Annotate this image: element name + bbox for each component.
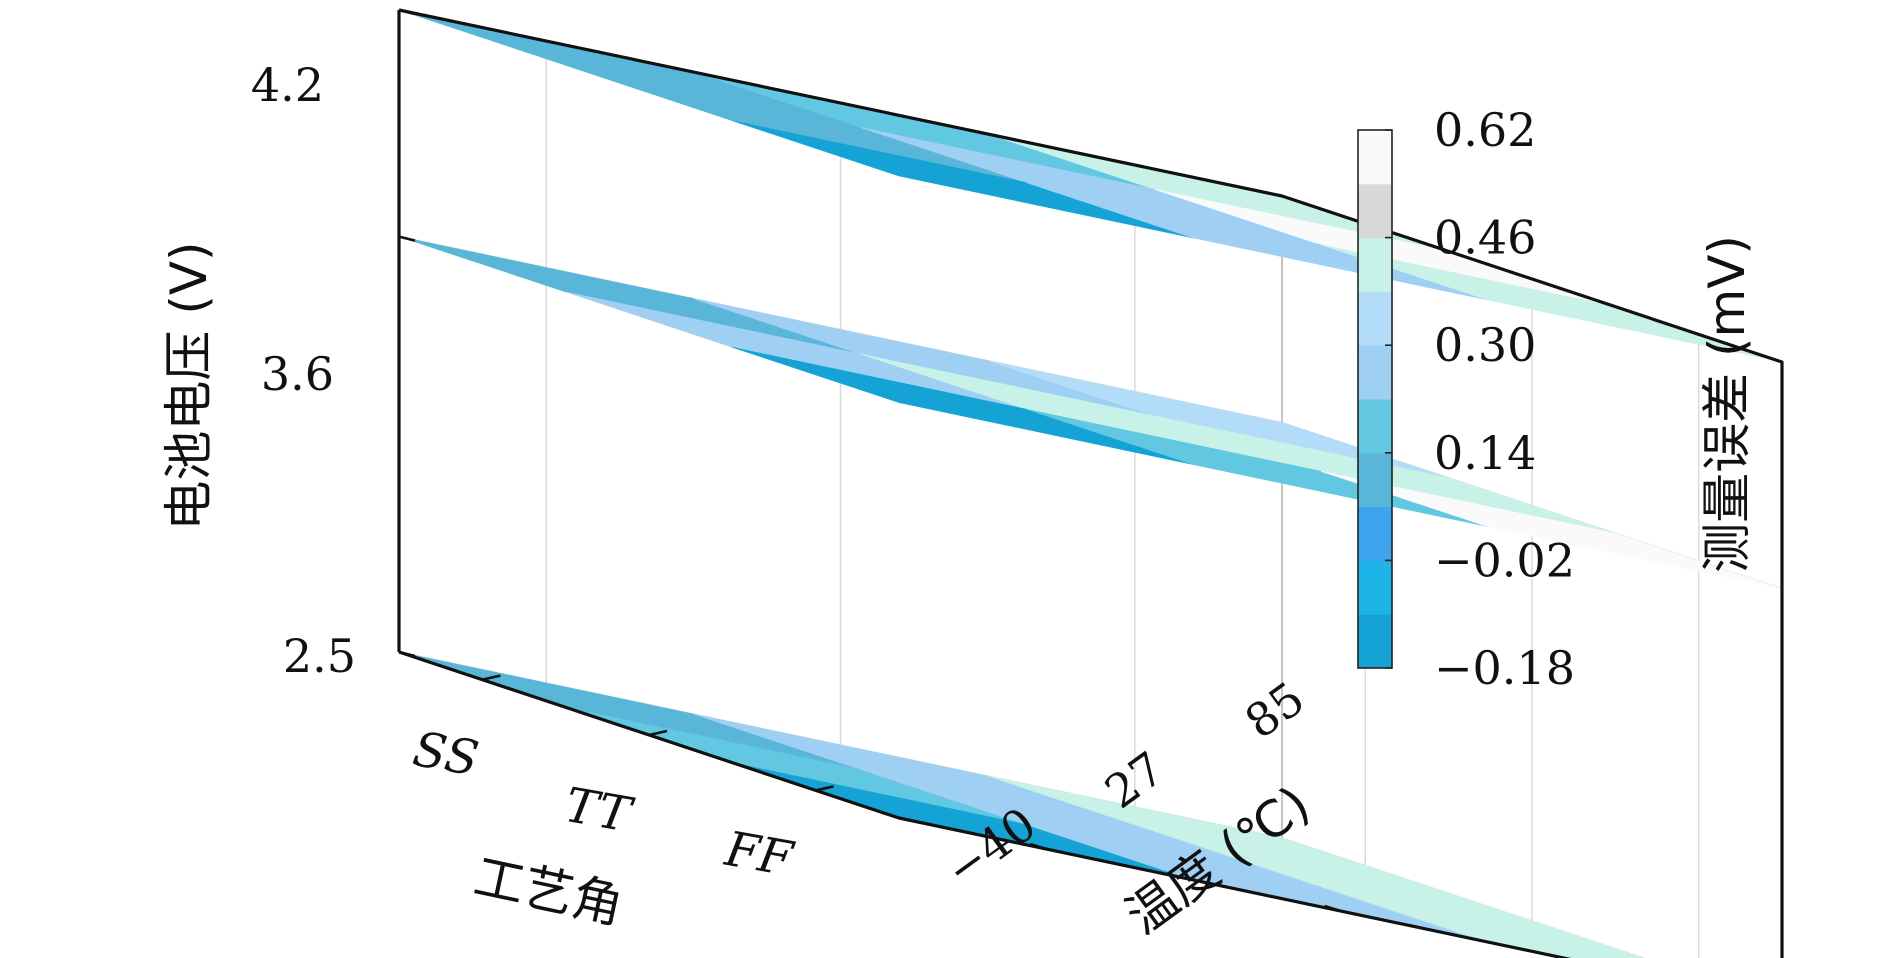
colorbar-segment	[1358, 560, 1392, 615]
z-tick-label-3.6: 3.6	[261, 347, 334, 401]
colorbar-tick-label: 0.14	[1434, 426, 1536, 480]
slice-4.2	[398, 9, 1783, 363]
y-axis-tick	[815, 785, 834, 792]
heatmap-cell	[398, 9, 861, 128]
box-edges	[397, 8, 1784, 958]
y-axis-label: 工艺角	[469, 847, 628, 935]
slice-2.5	[398, 651, 1645, 958]
colorbar-tick-label: −0.18	[1434, 641, 1575, 695]
colorbar-segment	[1358, 399, 1392, 454]
colorbar-segment	[1358, 345, 1392, 400]
y-tick-label-tt: TT	[561, 777, 638, 844]
heatmap-cell	[565, 65, 1027, 183]
colorbar-tick-label: 0.30	[1434, 318, 1536, 372]
y-tick-label-ff: FF	[720, 821, 798, 888]
colorbar-frame	[1357, 129, 1393, 669]
heatmap-cell	[859, 127, 1322, 245]
heatmap-cell	[565, 291, 1027, 410]
colorbar-segment	[1358, 452, 1392, 508]
x-tick-label-85: 85	[1235, 671, 1314, 749]
colorbar-label: 测量误差 (mV)	[1698, 235, 1756, 573]
y-tick-labels: SS TT FF	[409, 721, 798, 888]
colorbar-segment	[1358, 506, 1392, 561]
heatmap-cell	[565, 707, 1027, 825]
colorbar: 0.62 0.46 0.30 0.14 −0.02 −0.18	[1357, 103, 1575, 695]
heatmap-cell	[859, 353, 1322, 472]
y-axis-tick	[482, 674, 501, 681]
heatmap-cell	[398, 236, 861, 355]
y-tick-label-ss: SS	[409, 721, 483, 787]
y-axis-tick	[648, 729, 668, 737]
z-axis-tick	[398, 235, 416, 242]
colorbar-tick-label: 0.62	[1434, 103, 1536, 157]
colorbar-segment	[1358, 291, 1392, 346]
box-bottom-edge	[398, 650, 1572, 958]
x-axis-tick	[1029, 842, 1047, 851]
colorbar-segment	[1358, 614, 1392, 669]
z-tick-label-4.2: 4.2	[251, 58, 324, 112]
z-axis-label: 电池电压 (V)	[160, 241, 218, 530]
axis-ticks	[398, 8, 1341, 913]
colorbar-tick-label: −0.02	[1434, 533, 1575, 587]
colorbar-segment	[1358, 130, 1392, 185]
z-tick-labels: 2.5 3.6 4.2	[251, 58, 356, 683]
box-top-edge	[398, 8, 1784, 958]
z-axis-tick	[398, 8, 416, 16]
z-tick-label-2.5: 2.5	[283, 629, 356, 683]
colorbar-tick-label: 0.46	[1434, 211, 1536, 265]
colorbar-segment	[1358, 183, 1392, 239]
z-axis-tick	[398, 650, 416, 658]
colorbar-segment	[1358, 237, 1392, 292]
x-axis-tick	[1324, 904, 1341, 913]
heatmap-cell	[1320, 886, 1645, 958]
